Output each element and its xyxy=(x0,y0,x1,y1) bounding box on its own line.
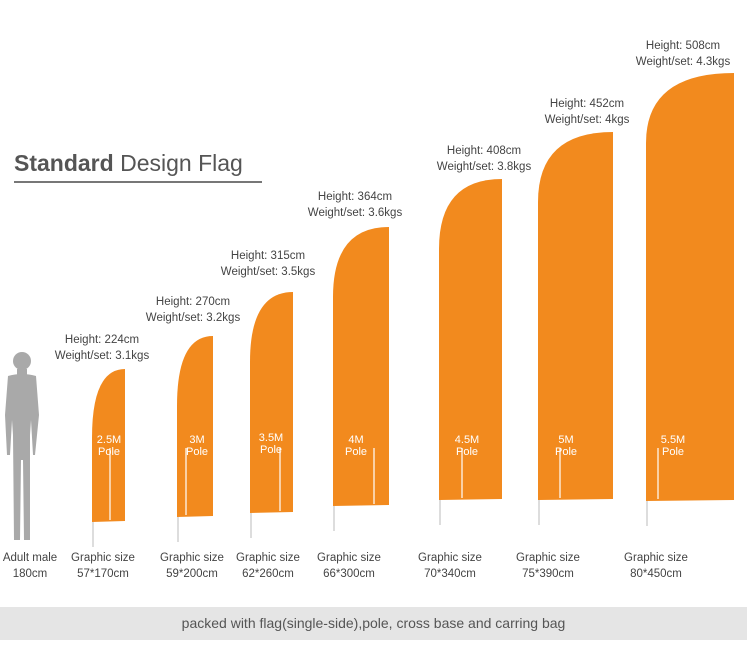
flag-6-graphic-label: Graphic size xyxy=(516,552,580,564)
flag-5 xyxy=(439,179,502,500)
flag-7-pole-label: 5.5M Pole xyxy=(661,434,685,458)
flag-1-pole-size: 2.5M xyxy=(96,434,122,446)
title-regular: Design Flag xyxy=(120,150,243,176)
flag-3-pole-word: Pole xyxy=(259,444,283,456)
flag-5-pole-label: 4.5M Pole xyxy=(455,434,479,458)
flag-6-graphic: Graphic size 75*390cm xyxy=(516,550,580,582)
flag-4-pole-label: 4M Pole xyxy=(345,434,367,458)
flag-6-pole-label: 5M Pole xyxy=(555,434,577,458)
flag-7-pole-size: 5.5M xyxy=(660,434,686,446)
flag-2-pole-word: Pole xyxy=(185,446,209,458)
footer-note: packed with flag(single-side),pole, cros… xyxy=(0,607,747,640)
flag-1-spec: Height: 224cm Weight/set: 3.1kgs xyxy=(55,332,149,364)
flag-5-pole-word: Pole xyxy=(455,446,479,458)
flag-7-graphic-size: 80*450cm xyxy=(630,568,682,580)
flag-5-graphic-size: 70*340cm xyxy=(424,568,476,580)
flag-3 xyxy=(250,292,293,513)
flag-6-graphic-size: 75*390cm xyxy=(522,568,574,580)
flag-2-height: Height: 270cm xyxy=(155,296,231,308)
flag-6-pole-word: Pole xyxy=(554,446,578,458)
flag-7 xyxy=(646,73,734,501)
title-underline xyxy=(14,181,262,183)
flag-6-pole-size: 5M xyxy=(558,434,574,446)
flag-5-pole-size: 4.5M xyxy=(454,434,480,446)
flag-6-height: Height: 452cm xyxy=(549,98,625,110)
flag-7-pole-word: Pole xyxy=(661,446,685,458)
flag-1-pole-word: Pole xyxy=(97,446,121,458)
flag-2-graphic-size: 59*200cm xyxy=(166,568,218,580)
flag-1-pole-label: 2.5M Pole xyxy=(97,434,121,458)
flag-3-weight: Weight/set: 3.5kgs xyxy=(220,266,316,278)
flag-5-graphic: Graphic size 70*340cm xyxy=(418,550,482,582)
flag-1-graphic-size: 57*170cm xyxy=(77,568,129,580)
person-label: Adult male 180cm xyxy=(3,550,57,582)
flag-4-graphic-label: Graphic size xyxy=(317,552,381,564)
flag-1-height: Height: 224cm xyxy=(64,334,140,346)
person-label-line2: 180cm xyxy=(12,568,48,580)
flag-3-pole-size: 3.5M xyxy=(258,432,284,444)
flag-6-spec: Height: 452cm Weight/set: 4kgs xyxy=(545,96,630,128)
person-label-line1: Adult male xyxy=(2,552,58,564)
flag-5-spec: Height: 408cm Weight/set: 3.8kgs xyxy=(437,143,531,175)
flag-1-weight: Weight/set: 3.1kgs xyxy=(54,350,150,362)
flag-2-graphic-label: Graphic size xyxy=(160,552,224,564)
flag-4-pole-size: 4M xyxy=(348,434,364,446)
flag-7-graphic-label: Graphic size xyxy=(624,552,688,564)
flag-2-weight: Weight/set: 3.2kgs xyxy=(145,312,241,324)
flag-7-graphic: Graphic size 80*450cm xyxy=(624,550,688,582)
flag-4-weight: Weight/set: 3.6kgs xyxy=(307,207,403,219)
flag-2-pole-label: 3M Pole xyxy=(186,434,208,458)
page-title: Standard Design Flag xyxy=(14,150,243,177)
flag-7-weight: Weight/set: 4.3kgs xyxy=(635,56,731,68)
flag-3-height: Height: 315cm xyxy=(230,250,306,262)
flag-4 xyxy=(333,227,389,506)
flag-4-graphic-size: 66*300cm xyxy=(323,568,375,580)
flag-3-spec: Height: 315cm Weight/set: 3.5kgs xyxy=(221,248,315,280)
flag-2 xyxy=(177,336,213,517)
flag-6 xyxy=(538,132,613,500)
flag-1-graphic-label: Graphic size xyxy=(71,552,135,564)
flag-5-weight: Weight/set: 3.8kgs xyxy=(436,161,532,173)
flag-5-height: Height: 408cm xyxy=(446,145,522,157)
flag-7-height: Height: 508cm xyxy=(645,40,721,52)
flag-3-graphic: Graphic size 62*260cm xyxy=(236,550,300,582)
flag-4-spec: Height: 364cm Weight/set: 3.6kgs xyxy=(308,189,402,221)
title-bold: Standard xyxy=(14,150,114,176)
flag-1 xyxy=(92,369,125,522)
person-silhouette-icon xyxy=(5,352,39,540)
flag-4-graphic: Graphic size 66*300cm xyxy=(317,550,381,582)
flag-4-height: Height: 364cm xyxy=(317,191,393,203)
flag-2-graphic: Graphic size 59*200cm xyxy=(160,550,224,582)
flag-2-pole-size: 3M xyxy=(189,434,205,446)
flag-7-spec: Height: 508cm Weight/set: 4.3kgs xyxy=(636,38,730,70)
flag-3-graphic-label: Graphic size xyxy=(236,552,300,564)
flag-3-pole-label: 3.5M Pole xyxy=(259,432,283,456)
flag-2-spec: Height: 270cm Weight/set: 3.2kgs xyxy=(146,294,240,326)
flag-3-graphic-size: 62*260cm xyxy=(242,568,294,580)
flag-1-graphic: Graphic size 57*170cm xyxy=(71,550,135,582)
flag-5-graphic-label: Graphic size xyxy=(418,552,482,564)
flag-6-weight: Weight/set: 4kgs xyxy=(544,114,630,126)
flag-4-pole-word: Pole xyxy=(344,446,368,458)
